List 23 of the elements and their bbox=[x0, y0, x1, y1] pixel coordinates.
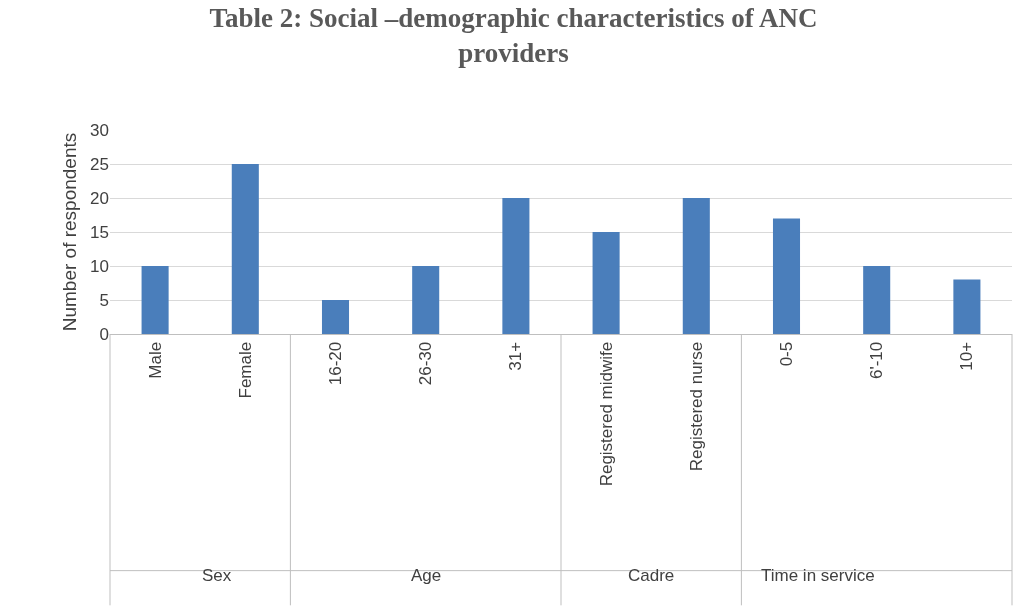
x-axis-title: Age bbox=[411, 566, 442, 585]
x-axis-title: Time in service bbox=[761, 566, 875, 585]
y-tick-label: 10 bbox=[90, 256, 109, 276]
y-tick-label: 25 bbox=[90, 154, 109, 174]
x-tick-label: Registered midwife bbox=[596, 341, 616, 487]
y-tick-label: 15 bbox=[90, 222, 109, 242]
x-tick-label: 6'-10 bbox=[867, 341, 887, 380]
y-tick-label: 5 bbox=[99, 290, 109, 310]
y-axis-title: Number of respondents bbox=[58, 132, 80, 332]
x-axis-title: Sex bbox=[202, 566, 232, 585]
x-tick-label: 16-20 bbox=[326, 341, 346, 386]
y-tick-label: 20 bbox=[90, 188, 109, 208]
x-tick-label: Registered nurse bbox=[686, 341, 706, 472]
x-tick-label: 10+ bbox=[957, 341, 977, 371]
y-tick-label: 30 bbox=[90, 120, 109, 140]
y-tick-label: 0 bbox=[99, 324, 109, 344]
x-tick-label: 31+ bbox=[506, 341, 526, 371]
x-tick-label: 26-30 bbox=[416, 341, 436, 386]
x-axis-title: Cadre bbox=[628, 566, 675, 585]
x-tick-label: Male bbox=[145, 341, 165, 379]
x-tick-label: 0-5 bbox=[777, 341, 797, 367]
x-tick-label: Female bbox=[235, 341, 255, 399]
text: Table 2: Social –demographic characteristics of ANC providers bbox=[209, 3, 818, 69]
